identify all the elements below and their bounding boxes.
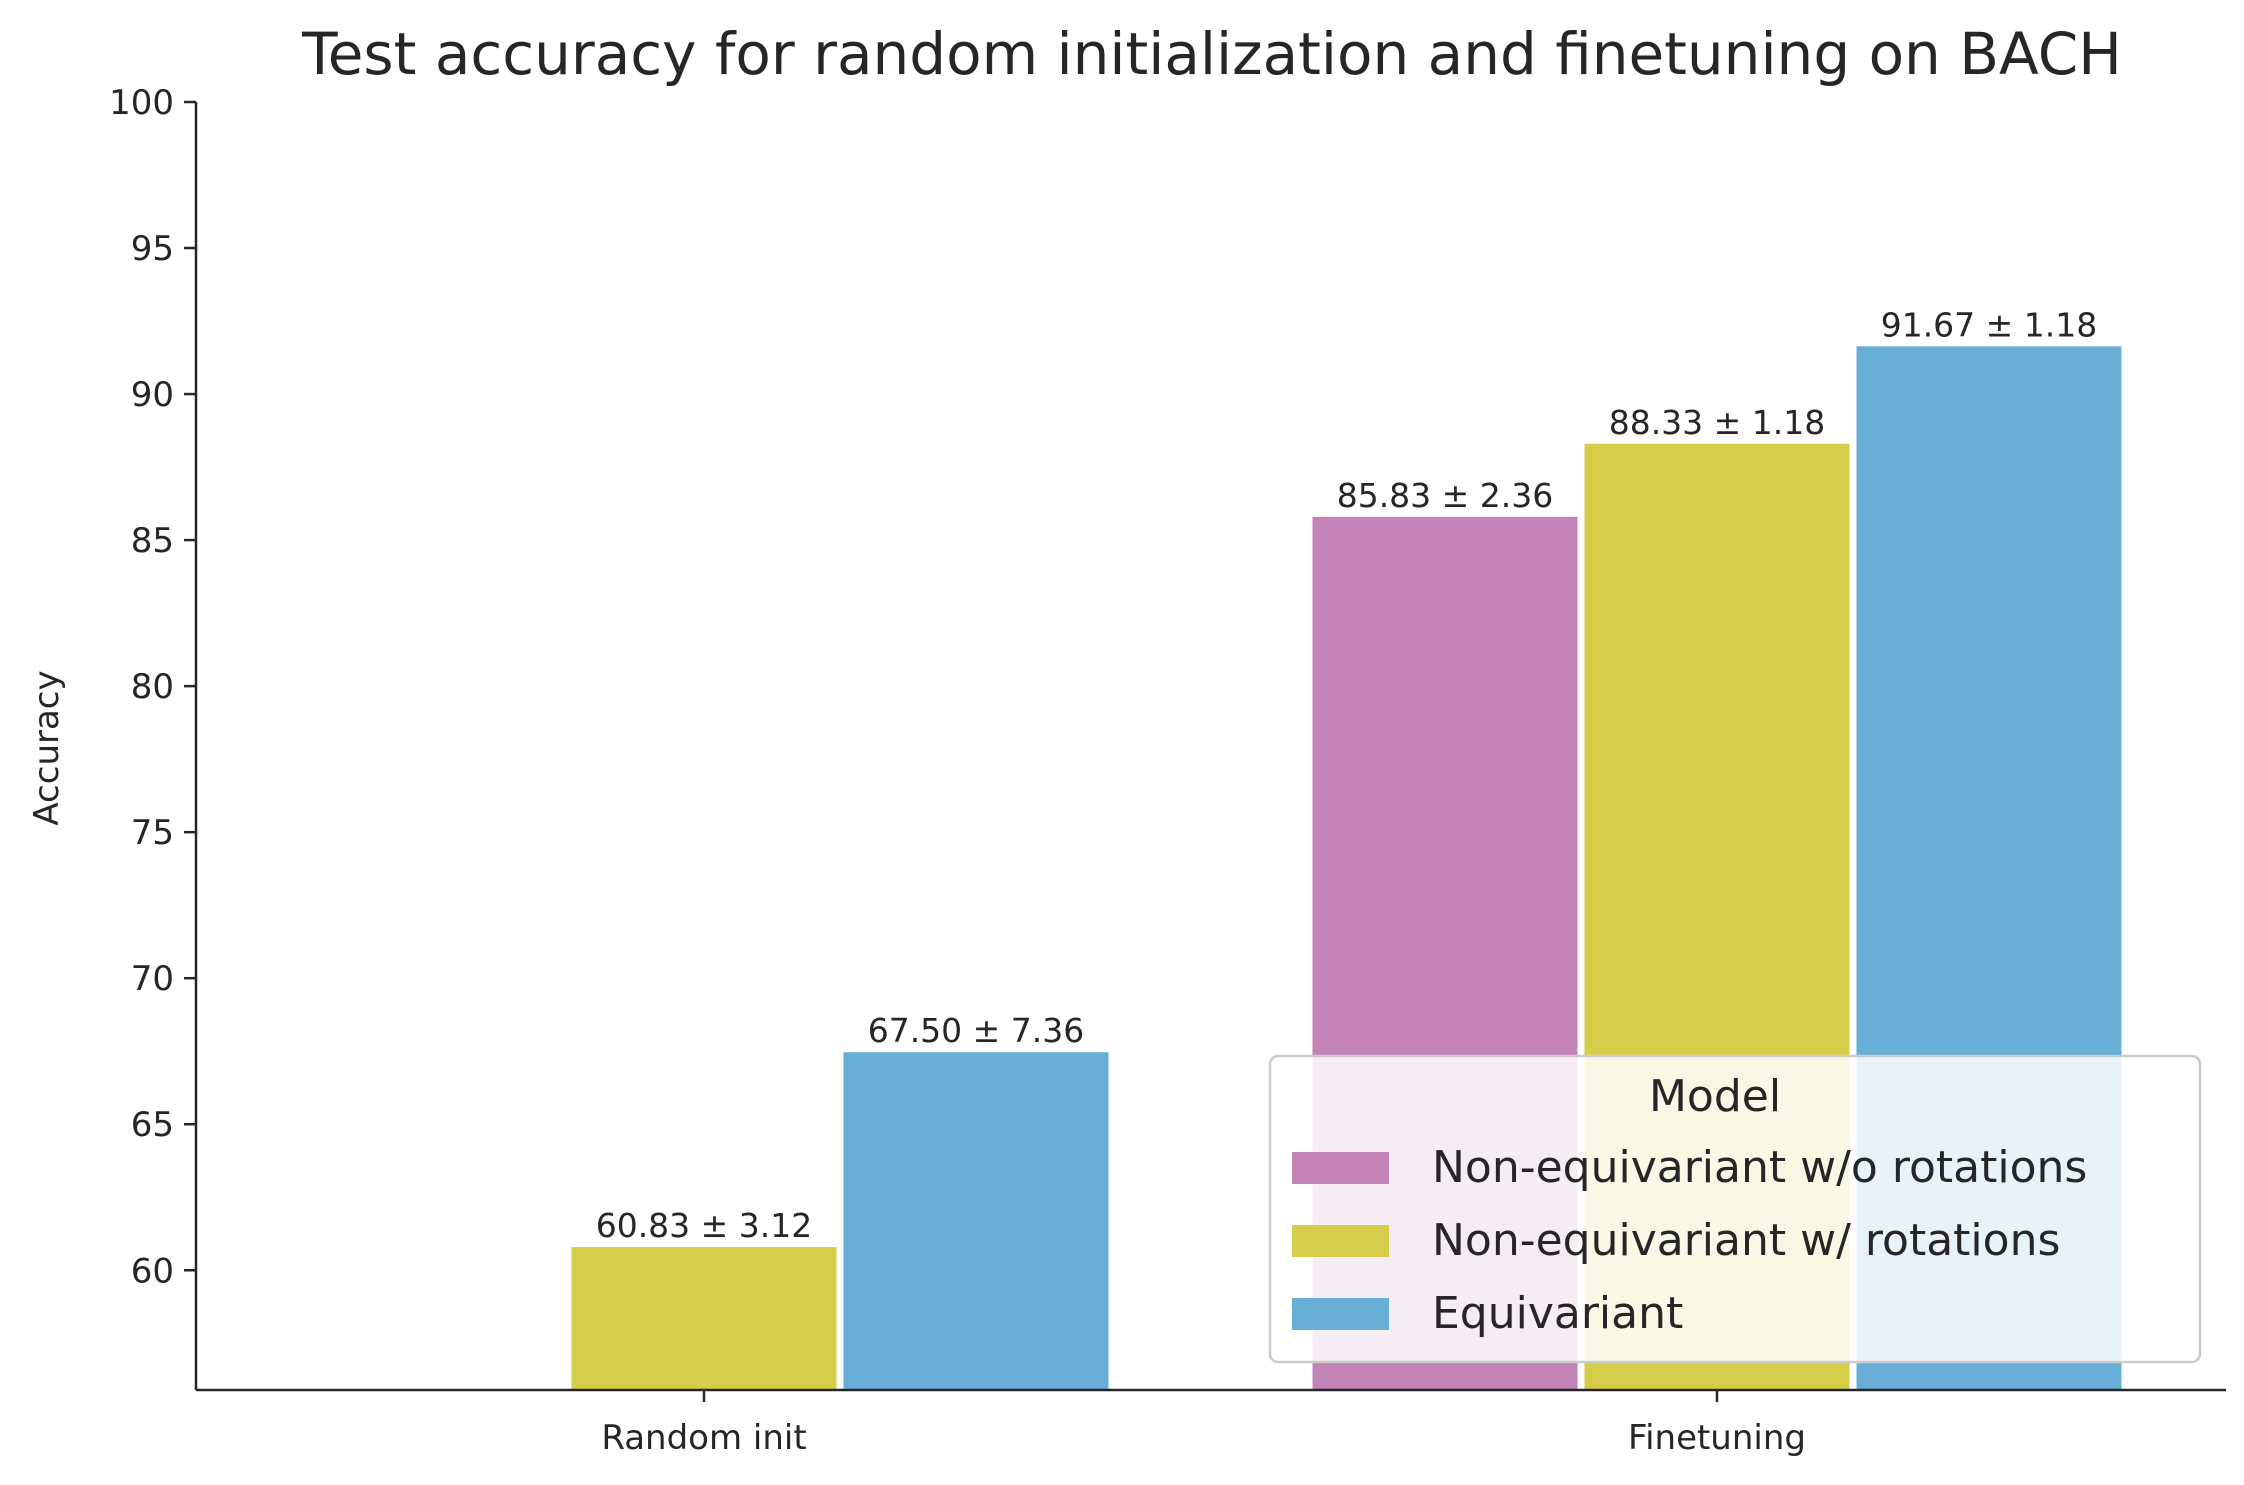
y-tick-label: 75 [131, 813, 174, 853]
x-tick-label: Finetuning [1628, 1418, 1806, 1458]
legend: Model Non-equivariant w/o rotations Non-eq… [1268, 1054, 2202, 1364]
bar-value-label-2-1: 91.67 ± 1.18 [1881, 305, 2098, 344]
bar-value-label-0-1: 85.83 ± 2.36 [1337, 476, 1554, 515]
y-tick-label: 85 [131, 521, 174, 561]
y-tick-label: 60 [131, 1251, 174, 1291]
y-tick-label: 70 [131, 959, 174, 999]
legend-label: Non-equivariant w/o rotations [1432, 1142, 2087, 1193]
bar-value-label-1-1: 88.33 ± 1.18 [1609, 403, 1826, 442]
y-tick-label: 80 [131, 667, 174, 707]
legend-swatch [1292, 1152, 1389, 1184]
chart-title: Test accuracy for random initialization … [301, 20, 2122, 88]
x-axis: Random init Finetuning [196, 1388, 2226, 1458]
bar-1-0 [569, 1245, 839, 1391]
legend-label: Equivariant [1432, 1288, 1683, 1339]
y-tick-label: 100 [109, 83, 174, 123]
bar-value-label-1-0: 60.83 ± 3.12 [596, 1206, 813, 1245]
legend-label: Non-equivariant w/ rotations [1432, 1215, 2060, 1266]
y-axis-label: Accuracy [27, 670, 67, 825]
legend-swatch [1292, 1225, 1389, 1257]
y-tick-label: 90 [131, 375, 174, 415]
legend-box [1268, 1054, 2202, 1364]
y-axis: 60 65 70 75 80 85 90 95 100 [109, 83, 198, 1390]
legend-swatch [1292, 1298, 1389, 1330]
y-tick-label: 65 [131, 1105, 174, 1145]
bar-2-0 [841, 1050, 1111, 1391]
legend-title: Model [1649, 1071, 1781, 1122]
x-tick-label: Random init [601, 1418, 806, 1458]
bar-value-label-2-0: 67.50 ± 7.36 [868, 1011, 1085, 1050]
y-tick-label: 95 [131, 229, 174, 269]
